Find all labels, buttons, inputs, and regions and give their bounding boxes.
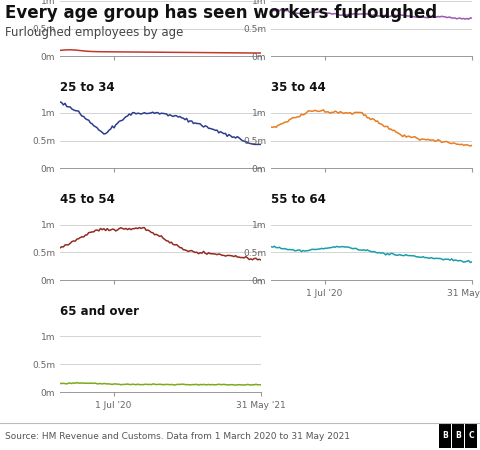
Text: 65 and over: 65 and over [60,305,139,318]
Text: Every age group has seen workers furloughed: Every age group has seen workers furloug… [5,4,437,22]
Text: C: C [468,431,474,440]
Text: Furloughed employees by age: Furloughed employees by age [5,26,183,39]
Text: 35 to 44: 35 to 44 [271,81,326,94]
Text: B: B [456,431,461,440]
Text: Source: HM Revenue and Customs. Data from 1 March 2020 to 31 May 2021: Source: HM Revenue and Customs. Data fro… [5,432,350,441]
Text: B: B [443,431,448,440]
Text: 55 to 64: 55 to 64 [271,193,326,206]
Text: 45 to 54: 45 to 54 [60,193,115,206]
Text: 25 to 34: 25 to 34 [60,81,115,94]
